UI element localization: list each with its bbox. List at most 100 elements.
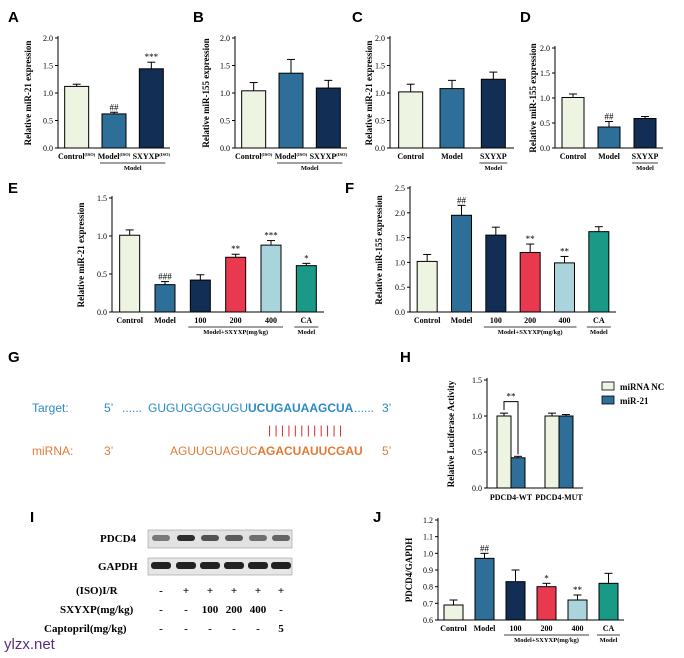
- bar: [138, 68, 164, 149]
- mirna-5prime: 5’: [382, 444, 391, 458]
- blot-condition-value: -: [232, 623, 236, 635]
- bar: [189, 279, 211, 313]
- y-tick-label: 0.6: [423, 616, 433, 625]
- panel-label-c: C: [352, 9, 363, 26]
- significance-mark: **: [526, 234, 536, 244]
- x-tick-label: SXYXP(ISO): [310, 152, 348, 161]
- mirna-seq-plain: AGUUGUAGUC: [170, 444, 258, 458]
- significance-mark: ##: [480, 543, 490, 553]
- x-tick-label: Model: [441, 152, 464, 161]
- bar: [597, 126, 621, 149]
- blot-band-gapdh: [200, 562, 220, 569]
- chart-B: 0.0 0.5 1.0 1.5 2.0 Relative miR-155 expressi…: [201, 34, 348, 172]
- x-tick-label: Model: [451, 316, 474, 325]
- blot-band-pdcd4: [249, 535, 267, 541]
- x-tick-label: 100: [194, 316, 206, 325]
- bar: [480, 78, 506, 149]
- bar: [474, 557, 495, 621]
- significance-mark: ***: [145, 52, 159, 62]
- x-tick-text: 400: [572, 624, 584, 633]
- x-tick-label: CA: [593, 316, 605, 325]
- x-tick-label: CA: [301, 316, 313, 325]
- y-tick-label: 2.0: [43, 34, 53, 43]
- y-tick-label: 1.0: [375, 89, 385, 98]
- panel-label-j: J: [373, 509, 381, 526]
- blot-pdcd4-membrane: [147, 529, 293, 549]
- bar: [554, 262, 575, 313]
- panel-label-i: I: [30, 509, 34, 526]
- y-tick-label: 1.5: [97, 194, 107, 203]
- target-seq-bold: UCUGAUAAGCUA: [248, 401, 354, 415]
- x-tick-superscript: (ISO): [85, 152, 96, 157]
- x-tick-label: 400: [572, 624, 584, 633]
- legend-swatch: [601, 395, 615, 405]
- x-tick-label: PDCD4-MUT: [535, 493, 583, 502]
- x-tick-text: Control: [414, 316, 441, 325]
- chart-A: 0.0 0.5 1.0 1.5 2.0 Relative miR-21 expressio…: [23, 34, 171, 172]
- bar: [496, 415, 512, 489]
- y-tick-label: 2.5: [395, 184, 405, 193]
- target-5prime: 5’: [104, 401, 113, 415]
- x-tick-text: SXYXP: [133, 152, 160, 161]
- group-label: Model+SXYXP(mg/kg): [498, 329, 563, 336]
- y-tick-label: 1.5: [43, 62, 53, 71]
- bar: [588, 231, 610, 313]
- x-tick-text: Model: [154, 316, 177, 325]
- x-tick-text: Model: [98, 152, 121, 161]
- x-tick-text: Control: [560, 152, 587, 161]
- blot-band-pdcd4: [225, 535, 243, 541]
- blot-band-gapdh: [271, 562, 291, 569]
- blot-band-pdcd4: [201, 535, 219, 541]
- x-tick-label: SXYXP: [632, 152, 659, 161]
- y-tick-label: 0.0: [540, 144, 550, 153]
- x-tick-text: Model: [598, 152, 621, 161]
- y-tick-label: 0.5: [220, 117, 230, 126]
- y-tick-label: 1.0: [395, 258, 405, 267]
- group-label: Model: [297, 329, 315, 336]
- x-tick-text: 400: [559, 316, 571, 325]
- sequence-alignment: Target: 5’ ...... GUGUGGGGUGUUCUGAUAAGCU…: [32, 401, 391, 458]
- x-tick-superscript: (ISO): [159, 152, 170, 157]
- blot-condition-values: - + + + + +- -100 200 400 -- - - - -5: [159, 585, 284, 635]
- significance-mark: ***: [264, 231, 278, 241]
- group-label: Model: [636, 165, 654, 172]
- x-tick-label: Model: [598, 152, 621, 161]
- significance-mark: **: [573, 585, 583, 595]
- panel-label-e: E: [8, 180, 18, 197]
- legend-label: miR-21: [620, 396, 649, 406]
- x-tick-text: Model: [275, 152, 298, 161]
- x-tick-label: CA: [603, 624, 615, 633]
- y-tick-label: 1.0: [540, 94, 550, 103]
- bar: [260, 244, 282, 313]
- bar: [536, 586, 557, 621]
- y-tick-label: 0.5: [472, 448, 482, 457]
- y-tick-label: 0.9: [423, 566, 433, 575]
- x-tick-label: 200: [524, 316, 536, 325]
- western-blot: PDCD4 GAPDH (ISO)I/R SXYXP(mg/kg) Captop…: [44, 529, 293, 635]
- chart-J: 0.6 0.7 0.8 0.9 1.0 1.1 1.2 PDCD4/GAPDH Control #…: [404, 516, 624, 644]
- blot-label-pdcd4: PDCD4: [100, 533, 137, 545]
- watermark: ylzx.net: [4, 636, 56, 653]
- blot-band-pdcd4: [177, 535, 195, 541]
- y-tick-label: 0.5: [375, 117, 385, 126]
- x-tick-text: Model: [474, 624, 497, 633]
- bar: [119, 234, 141, 313]
- y-axis-label-E: Relative miR-21 expression: [76, 203, 86, 308]
- blot-condition-value: +: [278, 585, 284, 597]
- condition-captopril-label: Captopril(mg/kg): [44, 623, 127, 635]
- significance-mark: *: [304, 253, 309, 263]
- y-tick-label: 2.0: [375, 34, 385, 43]
- x-tick-label: Control: [560, 152, 587, 161]
- x-tick-label: 100: [490, 316, 502, 325]
- y-tick-label: 1.0: [220, 89, 230, 98]
- y-tick-label: 1.5: [395, 234, 405, 243]
- bar: [64, 85, 90, 149]
- significance-bracket: [503, 401, 519, 455]
- blot-band-gapdh: [176, 562, 196, 569]
- x-tick-text: Control: [397, 152, 424, 161]
- significance-mark: **: [560, 246, 570, 256]
- group-label: Model: [301, 165, 319, 172]
- bar: [241, 90, 267, 149]
